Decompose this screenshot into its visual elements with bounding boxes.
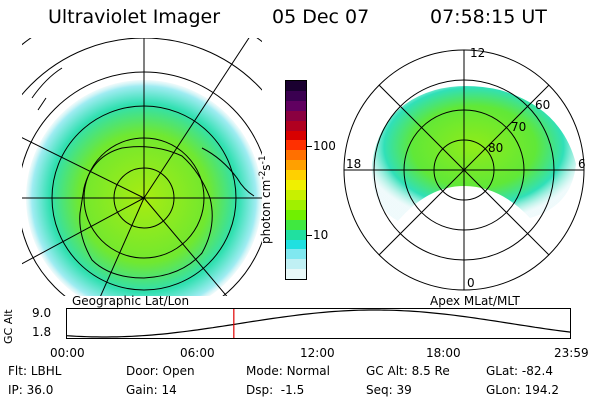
colorbar-swatch	[286, 219, 306, 230]
filter-value: LBHL	[30, 364, 62, 378]
colorbar-swatch	[286, 239, 306, 250]
mlat-label-70: 70	[511, 120, 527, 134]
colorbar-swatch	[286, 140, 306, 151]
colorbar-swatch	[286, 160, 306, 171]
door-value: Open	[162, 364, 195, 378]
colorbar-unit-text: photon cm	[259, 179, 273, 244]
sequence-label: Seq:	[366, 383, 393, 397]
door-label: Door:	[126, 364, 159, 378]
mode-value: Normal	[286, 364, 330, 378]
colorbar-label-10: 10	[313, 228, 329, 242]
colorbar-swatch	[286, 120, 306, 131]
door-status: Door: Open	[126, 364, 195, 378]
timeline-time-0000: 00:00	[50, 346, 85, 360]
intensity-colorbar	[285, 80, 307, 280]
colorbar-tick-100	[306, 146, 312, 147]
glat-label: GLat:	[486, 364, 519, 378]
glon-value: 194.2	[524, 383, 559, 397]
colorbar-swatch	[286, 259, 306, 270]
colorbar-swatch	[286, 100, 306, 111]
south-america-coastline	[31, 67, 63, 111]
gc-altitude-status: GC Alt: 8.5 Re	[366, 364, 450, 378]
glat-status: GLat: -82.4	[486, 364, 553, 378]
magnetic-map-caption: Apex MLat/MLT	[430, 294, 520, 308]
gain-label: Gain:	[126, 383, 158, 397]
colorbar-swatch	[286, 249, 306, 260]
ip-status: IP: 36.0	[8, 383, 53, 397]
mlt-label-0: 0	[467, 276, 475, 290]
magnetic-polar-map	[343, 49, 585, 291]
mlt-spokes	[344, 50, 584, 290]
colorbar-swatch	[286, 81, 306, 91]
filter-label: Flt:	[8, 364, 27, 378]
antarctica-coastline	[79, 146, 213, 279]
geographic-map	[22, 38, 262, 296]
dsp-status: Dsp: -1.5	[246, 383, 304, 397]
glon-label: GLon:	[486, 383, 521, 397]
aurora-oval	[371, 86, 576, 221]
colorbar-swatch	[286, 150, 306, 161]
gain-status: Gain: 14	[126, 383, 177, 397]
colorbar-swatch	[286, 199, 306, 210]
timeline-frame	[66, 308, 571, 339]
mlt-label-6: 6	[578, 157, 586, 171]
colorbar-swatch	[286, 189, 306, 200]
longitude-meridians	[22, 38, 262, 296]
timeline-time-2359: 23:59	[554, 346, 589, 360]
colorbar-swatch	[286, 170, 306, 181]
glat-value: -82.4	[521, 364, 553, 378]
gc-altitude-value: 8.5 Re	[411, 364, 450, 378]
instrument-title: Ultraviolet Imager	[48, 6, 221, 28]
sequence-status: Seq: 39	[366, 383, 412, 397]
mlat-label-80: 80	[488, 141, 504, 155]
mode-status: Mode: Normal	[246, 364, 330, 378]
colorbar-label-100: 100	[313, 139, 336, 153]
gain-value: 14	[161, 383, 177, 397]
sequence-value: 39	[396, 383, 412, 397]
colorbar-swatch	[286, 229, 306, 240]
header-date: 05 Dec 07	[272, 6, 370, 28]
timeline-ymax-label: 9.0	[32, 306, 52, 320]
colorbar-swatch	[286, 269, 306, 280]
gc-altitude-label: GC Alt:	[366, 364, 408, 378]
dsp-value: -1.5	[280, 383, 305, 397]
mode-label: Mode:	[246, 364, 283, 378]
colorbar-unit-exponent-2: -1	[258, 155, 268, 165]
colorbar-swatch	[286, 90, 306, 101]
peninsula-coastline	[201, 147, 255, 197]
timeline-ymin-label: 1.8	[32, 325, 52, 339]
mlt-label-18: 18	[346, 157, 362, 171]
altitude-curve	[66, 309, 571, 338]
header-time: 07:58:15 UT	[430, 6, 547, 28]
colorbar-tick-10	[306, 235, 312, 236]
ip-value: 36.0	[26, 383, 54, 397]
mlt-label-12: 12	[470, 46, 486, 60]
altitude-timeline	[66, 308, 571, 339]
mlat-label-60: 60	[535, 98, 551, 112]
ip-label: IP:	[8, 383, 23, 397]
colorbar-swatch	[286, 180, 306, 190]
glon-status: GLon: 194.2	[486, 383, 559, 397]
colorbar-unit-exponent: -2	[258, 170, 268, 180]
filter-status: Flt: LBHL	[8, 364, 61, 378]
geographic-map-caption: Geographic Lat/Lon	[72, 294, 190, 308]
timeline-time-0600: 06:00	[180, 346, 215, 360]
timeline-time-1200: 12:00	[300, 346, 335, 360]
geographic-map-plot	[22, 38, 262, 296]
colorbar-swatch	[286, 209, 306, 220]
timeline-time-1800: 18:00	[426, 346, 461, 360]
colorbar-unit-seconds: s	[259, 164, 273, 171]
colorbar-unit-label: photon cm-2s-1	[258, 155, 273, 244]
colorbar-swatch	[286, 110, 306, 121]
colorbar-swatch	[286, 130, 306, 141]
timeline-axis-label: GC Alt	[2, 309, 15, 344]
dsp-label: Dsp:	[246, 383, 274, 397]
